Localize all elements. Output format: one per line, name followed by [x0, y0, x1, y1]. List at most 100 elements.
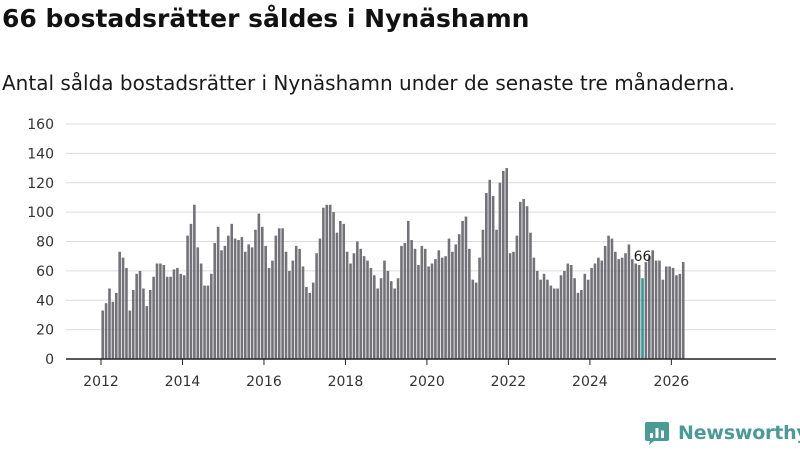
bar: [586, 279, 590, 359]
bar: [379, 278, 383, 359]
bar: [383, 260, 386, 359]
bar: [427, 266, 430, 359]
x-tick-label: 2014: [165, 374, 201, 390]
bar: [342, 223, 346, 360]
bar: [254, 229, 257, 359]
bar: [573, 278, 576, 359]
bar: [515, 235, 519, 360]
bar: [369, 267, 373, 359]
bar: [580, 289, 583, 359]
bar: [294, 245, 298, 359]
bar: [522, 198, 525, 359]
x-tick-label: 2026: [654, 374, 690, 390]
bar: [182, 275, 186, 359]
bar: [271, 260, 274, 359]
chart-subtitle: Antal sålda bostadsrätter i Nynäshamn un…: [2, 71, 736, 95]
bar: [148, 289, 152, 359]
bar: [593, 263, 597, 359]
x-tick-label: 2016: [246, 374, 282, 390]
bar: [250, 247, 254, 360]
bar: [277, 228, 281, 359]
bar: [162, 265, 166, 359]
bar: [651, 250, 654, 359]
bar: [339, 220, 342, 359]
logo-bar-1: [650, 433, 653, 438]
bar: [145, 306, 149, 360]
bar: [654, 260, 658, 359]
bar: [549, 285, 553, 359]
bar: [186, 235, 189, 360]
bar: [386, 270, 390, 360]
bar: [620, 257, 624, 359]
bar: [624, 253, 627, 359]
x-tick-label: 2020: [409, 374, 445, 390]
bar: [634, 263, 638, 359]
bar: [359, 248, 363, 359]
bar: [393, 288, 396, 359]
bar: [644, 262, 648, 359]
bar: [213, 242, 217, 359]
y-tick-label: 60: [36, 264, 54, 280]
bar: [101, 310, 104, 359]
bar: [376, 288, 379, 359]
bar: [281, 228, 284, 359]
bar: [196, 247, 200, 360]
bar: [301, 266, 305, 359]
bar: [583, 273, 587, 359]
bar: [400, 245, 403, 359]
bar: [468, 248, 471, 359]
bar: [237, 240, 240, 359]
bar: [668, 266, 671, 359]
bar: [176, 267, 179, 359]
logo-bar-3: [661, 430, 664, 438]
bar: [508, 253, 512, 359]
bar: [335, 232, 339, 359]
bar: [233, 238, 237, 359]
bar: [617, 259, 621, 360]
bar: [247, 244, 250, 359]
bar: [227, 235, 230, 360]
bar: [447, 238, 451, 359]
bar: [535, 270, 539, 360]
bar: [454, 244, 458, 359]
bar: [165, 276, 169, 359]
bar: [138, 270, 142, 360]
bar: [315, 253, 318, 359]
y-tick-label: 100: [27, 205, 54, 221]
bar: [478, 257, 481, 359]
bar: [322, 207, 325, 359]
bar: [243, 251, 247, 359]
bar: [485, 193, 488, 359]
bar: [661, 279, 665, 359]
bar: [569, 265, 573, 359]
bar: [607, 235, 610, 360]
bar: [284, 251, 288, 359]
bar: [179, 273, 183, 359]
bar: [142, 288, 145, 359]
bar: [260, 226, 264, 359]
bar: [155, 263, 159, 359]
y-tick-label: 0: [45, 352, 54, 368]
bar: [349, 263, 352, 359]
bar-highlight: [641, 278, 644, 359]
y-tick-label: 80: [36, 235, 54, 251]
newsworthy-logo[interactable]: Newsworthy: [644, 418, 800, 448]
bar: [600, 260, 604, 359]
bar: [502, 171, 505, 359]
bar: [664, 266, 668, 359]
y-axis-tick-labels: 0 20 40 60 80 100 120 140 160: [27, 117, 54, 368]
bar: [352, 253, 356, 359]
bar: [597, 257, 600, 359]
bar: [532, 257, 536, 359]
bar: [457, 234, 461, 359]
bar: [305, 287, 308, 359]
bar: [631, 259, 634, 360]
bar: [563, 270, 566, 360]
x-tick-label: 2012: [83, 374, 119, 390]
y-tick-label: 160: [27, 117, 54, 133]
bar: [559, 275, 563, 359]
bar: [681, 262, 685, 359]
y-tick-label: 20: [36, 323, 54, 339]
bar: [111, 301, 115, 359]
